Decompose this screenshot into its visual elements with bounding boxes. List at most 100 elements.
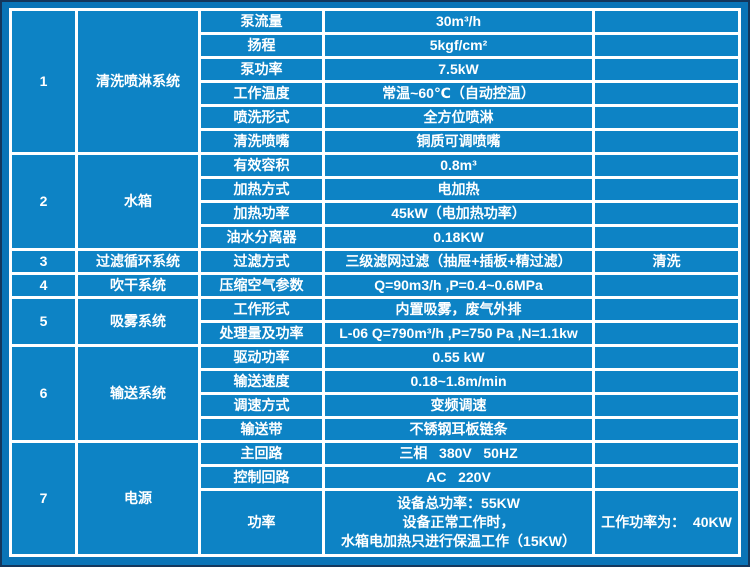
- param-value-cell: 全方位喷淋: [322, 104, 595, 132]
- table-row: 5 吸雾系统 工作形式 内置吸雾，废气外排: [9, 296, 741, 348]
- system-name-cell: 过滤循环系统: [75, 248, 201, 276]
- note-cell: [592, 128, 741, 156]
- param-value-cell: 三相 380V 50HZ: [322, 440, 595, 468]
- note-cell: [592, 296, 741, 324]
- param-name-cell: 工作温度: [198, 80, 325, 108]
- table-row: 功率 设备总功率：55KW 设备正常工作时， 水箱电加热只进行保温工作（15KW）…: [11, 488, 741, 557]
- param-value-cell: L-06 Q=790m³/h ,P=750 Pa ,N=1.1kw: [322, 320, 595, 348]
- param-value-cell: 7.5kW: [322, 56, 595, 84]
- note-cell: [592, 344, 741, 372]
- note-cell: [592, 368, 741, 396]
- row-number-cell: 1: [9, 7, 78, 156]
- param-value-cell: 30m³/h: [322, 7, 595, 36]
- table-row: 1 清洗喷淋系统 泵流量 30m³/h: [9, 7, 741, 156]
- spec-table-body: 1 清洗喷淋系统 泵流量 30m³/h 扬程 5kgf/cm² 泵功率 7.5kW 工作温度 常温…: [9, 7, 741, 557]
- row-number-cell: 6: [9, 344, 78, 444]
- param-name-cell: 泵功率: [198, 56, 325, 84]
- param-value-cell: 变频调速: [322, 392, 595, 420]
- note-cell: [592, 200, 741, 228]
- system-name-cell: 吹干系统: [75, 272, 201, 300]
- param-value-cell: 不锈钢耳板链条: [322, 416, 595, 444]
- table-row: 喷洗形式 全方位喷淋: [11, 104, 741, 132]
- note-cell: [592, 440, 741, 468]
- param-name-cell: 调速方式: [198, 392, 325, 420]
- param-name-cell: 油水分离器: [198, 224, 325, 252]
- table-row: 处理量及功率 L-06 Q=790m³/h ,P=750 Pa ,N=1.1kw: [11, 320, 741, 348]
- param-name-cell: 工作形式: [198, 296, 325, 324]
- param-name-cell: 加热功率: [198, 200, 325, 228]
- table-row: 调速方式 变频调速: [11, 392, 741, 420]
- table-row: 6 输送系统 驱动功率 0.55 kW: [9, 344, 741, 444]
- param-value-cell: 内置吸雾，废气外排: [322, 296, 595, 324]
- param-value-cell: 0.55 kW: [322, 344, 595, 372]
- note-cell: [592, 224, 741, 252]
- param-name-cell: 输送带: [198, 416, 325, 444]
- note-cell: [592, 80, 741, 108]
- note-cell: [592, 320, 741, 348]
- table-row: 清洗喷嘴 铜质可调喷嘴: [11, 128, 741, 156]
- param-value-cell: 电加热: [322, 176, 595, 204]
- table-row: 3 过滤循环系统 过滤方式 三级滤网过滤（抽屉+插板+精过滤） 清洗: [9, 248, 741, 276]
- param-name-cell: 控制回路: [198, 464, 325, 492]
- table-row: 输送带 不锈钢耳板链条: [11, 416, 741, 444]
- system-name-cell: 输送系统: [75, 344, 201, 444]
- table-row: 加热功率 45kW（电加热功率）: [11, 200, 741, 228]
- note-cell: [592, 7, 741, 36]
- system-name-cell: 水箱: [75, 152, 201, 252]
- param-value-cell: 5kgf/cm²: [322, 32, 595, 60]
- param-name-cell: 喷洗形式: [198, 104, 325, 132]
- param-value-cell: AC 220V: [322, 464, 595, 492]
- param-value-cell: 45kW（电加热功率）: [322, 200, 595, 228]
- spec-table: 1 清洗喷淋系统 泵流量 30m³/h 扬程 5kgf/cm² 泵功率 7.5kW 工作温度 常温…: [9, 7, 741, 557]
- param-name-cell: 过滤方式: [198, 248, 325, 276]
- param-value-cell: 常温~60℃（自动控温）: [322, 80, 595, 108]
- param-name-cell: 输送速度: [198, 368, 325, 396]
- system-name-cell: 吸雾系统: [75, 296, 201, 348]
- param-name-cell: 功率: [198, 488, 325, 557]
- table-row: 油水分离器 0.18KW: [11, 224, 741, 252]
- row-number-cell: 3: [9, 248, 78, 276]
- table-row: 控制回路 AC 220V: [11, 464, 741, 492]
- param-name-cell: 清洗喷嘴: [198, 128, 325, 156]
- row-number-cell: 5: [9, 296, 78, 348]
- param-name-cell: 处理量及功率: [198, 320, 325, 348]
- param-name-cell: 主回路: [198, 440, 325, 468]
- row-number-cell: 7: [9, 440, 78, 557]
- param-value-cell: 0.18KW: [322, 224, 595, 252]
- param-name-cell: 泵流量: [198, 7, 325, 36]
- note-cell: [592, 152, 741, 180]
- row-number-cell: 2: [9, 152, 78, 252]
- param-value-cell: 铜质可调喷嘴: [322, 128, 595, 156]
- system-name-cell: 清洗喷淋系统: [75, 7, 201, 156]
- param-name-cell: 压缩空气参数: [198, 272, 325, 300]
- param-name-cell: 加热方式: [198, 176, 325, 204]
- param-value-cell: 设备总功率：55KW 设备正常工作时， 水箱电加热只进行保温工作（15KW）: [322, 488, 595, 557]
- note-cell: [592, 464, 741, 492]
- note-cell: [592, 392, 741, 420]
- param-value-cell: Q=90m3/h ,P=0.4~0.6MPa: [322, 272, 595, 300]
- table-row: 加热方式 电加热: [11, 176, 741, 204]
- note-cell: [592, 272, 741, 300]
- param-value-cell: 0.8m³: [322, 152, 595, 180]
- note-cell: [592, 56, 741, 84]
- row-number-cell: 4: [9, 272, 78, 300]
- note-cell: [592, 176, 741, 204]
- note-cell: [592, 104, 741, 132]
- param-value-cell: 三级滤网过滤（抽屉+插板+精过滤）: [322, 248, 595, 276]
- table-row: 4 吹干系统 压缩空气参数 Q=90m3/h ,P=0.4~0.6MPa: [9, 272, 741, 300]
- table-row: 工作温度 常温~60℃（自动控温）: [11, 80, 741, 108]
- param-name-cell: 有效容积: [198, 152, 325, 180]
- system-name-cell: 电源: [75, 440, 201, 557]
- note-cell: [592, 416, 741, 444]
- param-name-cell: 扬程: [198, 32, 325, 60]
- table-row: 2 水箱 有效容积 0.8m³: [9, 152, 741, 252]
- note-cell: 清洗: [592, 248, 741, 276]
- param-value-cell: 0.18~1.8m/min: [322, 368, 595, 396]
- table-row: 泵功率 7.5kW: [11, 56, 741, 84]
- note-cell: [592, 32, 741, 60]
- table-row: 输送速度 0.18~1.8m/min: [11, 368, 741, 396]
- table-row: 7 电源 主回路 三相 380V 50HZ: [9, 440, 741, 557]
- param-name-cell: 驱动功率: [198, 344, 325, 372]
- table-row: 扬程 5kgf/cm²: [11, 32, 741, 60]
